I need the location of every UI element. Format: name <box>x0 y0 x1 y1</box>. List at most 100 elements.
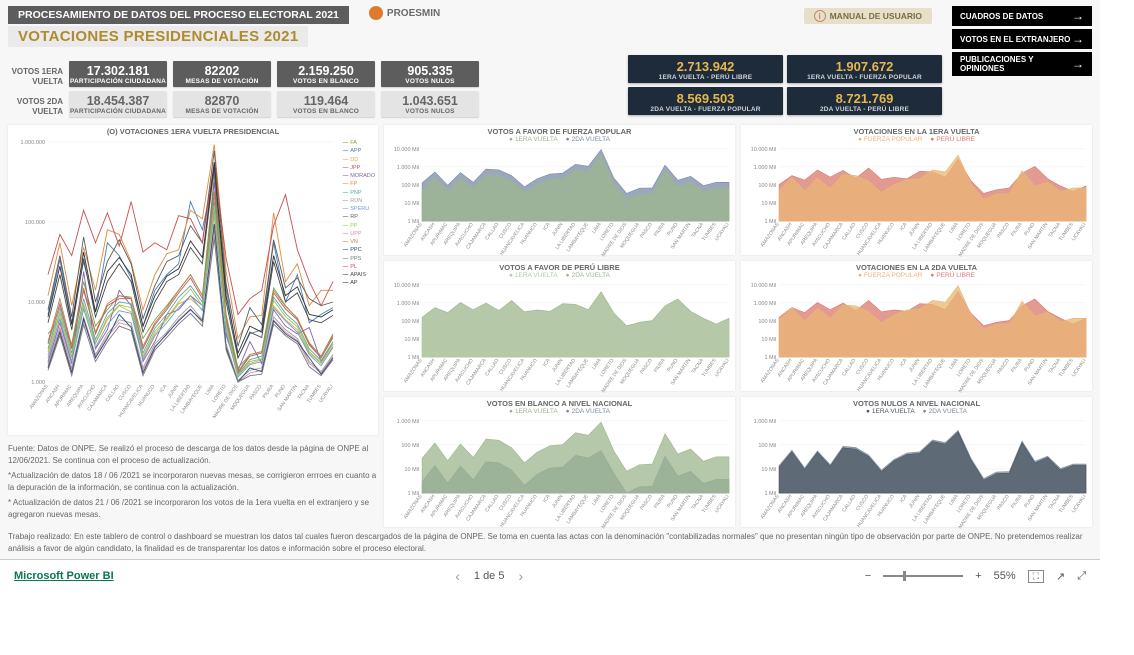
summary-card[interactable]: 8.569.5032DA VUELTA - FUERZA POPULAR <box>628 87 783 115</box>
svg-text:100 Mil: 100 Mil <box>758 443 776 449</box>
svg-text:10.000 Mil: 10.000 Mil <box>751 147 776 153</box>
stat-card[interactable]: 119.464VOTOS EN BLANCO <box>277 91 375 117</box>
svg-text:AMAZONAS: AMAZONAS <box>760 221 781 248</box>
zoom-slider[interactable] <box>883 575 963 577</box>
small-chart-panel[interactable]: VOTOS EN BLANCO A NIVEL NACIONAL1ERA VUE… <box>384 397 735 527</box>
main-chart-panel[interactable]: (O) VOTACIONES 1ERA VUELTA PRESIDENCIAL … <box>8 125 378 435</box>
stat-card[interactable]: 17.302.181PARTICIPACIÓN CIUDADANA <box>69 61 167 87</box>
stat-card[interactable]: 82202MESAS DE VOTACIÓN <box>173 61 271 87</box>
svg-text:LIMA: LIMA <box>948 357 960 371</box>
svg-text:ICA: ICA <box>542 357 552 368</box>
main-chart-legend: FAAPPDDJPPMORADOFPPNPRUNSPERURPPPUPPVNPP… <box>343 139 375 288</box>
report-title: VOTACIONES PRESIDENCIALES 2021 <box>8 26 308 47</box>
dashboard-page: CUADROS DE DATOS→ VOTOS EN EL EXTRANJERO→… <box>0 0 1100 559</box>
svg-text:PIURA: PIURA <box>262 383 276 400</box>
stat-card[interactable]: 2.159.250VOTOS EN BLANCO <box>277 61 375 87</box>
brand-logo: PROESMIN <box>369 6 440 20</box>
zoom-value: 55% <box>994 570 1016 582</box>
svg-text:10 Mil: 10 Mil <box>404 467 419 473</box>
svg-text:AMAZONAS: AMAZONAS <box>760 493 781 520</box>
stat-card[interactable]: 82870MESAS DE VOTACIÓN <box>173 91 271 117</box>
prev-page-button[interactable]: ‹ <box>455 568 460 584</box>
svg-text:100 Mil: 100 Mil <box>758 183 776 189</box>
svg-text:PIURA: PIURA <box>653 357 667 374</box>
nav-button[interactable]: CUADROS DE DATOS→ <box>952 6 1092 26</box>
share-button[interactable]: ↗ <box>1056 570 1065 583</box>
main-chart-title: (O) VOTACIONES 1ERA VUELTA PRESIDENCIAL <box>8 125 378 136</box>
svg-text:10 Mil: 10 Mil <box>404 337 419 343</box>
page-indicator: 1 de 5 <box>474 570 505 582</box>
stat-card[interactable]: 1.043.651VOTOS NULOS <box>381 91 479 117</box>
summary-card[interactable]: 1.907.6721ERA VUELTA - FUERZA POPULAR <box>787 55 942 83</box>
small-chart-panel[interactable]: VOTACIONES EN LA 1ERA VUELTAFUERZA POPUL… <box>741 125 1092 255</box>
svg-text:LIMA: LIMA <box>591 357 603 371</box>
small-chart-panel[interactable]: VOTOS A FAVOR DE PERÚ LIBRE1ERA VUELTA2D… <box>384 261 735 391</box>
fullscreen-button[interactable]: ⤢ <box>1077 570 1086 583</box>
svg-text:1.000.000: 1.000.000 <box>21 140 45 146</box>
footnote: Trabajo realizado: En este tablero de co… <box>8 531 1092 555</box>
svg-text:100 Mil: 100 Mil <box>401 443 419 449</box>
svg-text:AMAZONAS: AMAZONAS <box>760 357 781 384</box>
svg-text:PASCO: PASCO <box>996 222 1011 240</box>
svg-text:100 Mil: 100 Mil <box>758 319 776 325</box>
manual-button[interactable]: i MANUAL DE USUARIO <box>804 8 932 24</box>
next-page-button[interactable]: › <box>518 568 523 584</box>
svg-text:1.000 Mil: 1.000 Mil <box>397 301 419 307</box>
svg-text:10 Mil: 10 Mil <box>404 201 419 207</box>
small-chart-panel[interactable]: VOTOS NULOS A NIVEL NACIONAL1ERA VUELTA2… <box>741 397 1092 527</box>
svg-text:LIMA: LIMA <box>948 493 960 507</box>
row1-label: VOTOS 1ERA VUELTA <box>8 61 63 86</box>
powerbi-footer: Microsoft Power BI ‹ 1 de 5 › − + 55% ⛶ … <box>0 559 1100 592</box>
svg-text:ICA: ICA <box>542 493 552 504</box>
svg-text:1.000 Mil: 1.000 Mil <box>754 165 776 171</box>
svg-text:10 Mil: 10 Mil <box>761 201 776 207</box>
svg-text:10.000 Mil: 10.000 Mil <box>751 283 776 289</box>
stat-card[interactable]: 18.454.387PARTICIPACIÓN CIUDADANA <box>69 91 167 117</box>
fit-page-button[interactable]: ⛶ <box>1028 570 1044 583</box>
svg-text:PASCO: PASCO <box>639 358 654 376</box>
svg-text:1.000 Mil: 1.000 Mil <box>397 419 419 425</box>
svg-text:10.000 Mil: 10.000 Mil <box>394 283 419 289</box>
report-process: PROCESAMIENTO DE DATOS DEL PROCESO ELECT… <box>8 6 349 24</box>
nav-button-group: CUADROS DE DATOS→ VOTOS EN EL EXTRANJERO→… <box>952 6 1092 76</box>
brand-icon <box>369 6 383 20</box>
svg-text:PIURA: PIURA <box>1010 357 1024 374</box>
small-chart-panel[interactable]: VOTACIONES EN LA 2DA VUELTAFUERZA POPULA… <box>741 261 1092 391</box>
svg-text:PASCO: PASCO <box>639 222 654 240</box>
svg-text:PASCO: PASCO <box>996 358 1011 376</box>
svg-text:1.000 Mil: 1.000 Mil <box>397 165 419 171</box>
row2-label: VOTOS 2DA VUELTA <box>8 91 63 116</box>
zoom-out-button[interactable]: − <box>865 570 871 582</box>
svg-text:ICA: ICA <box>542 221 552 232</box>
svg-text:LIMA: LIMA <box>591 221 603 235</box>
stat-card[interactable]: 905.335VOTOS NULOS <box>381 61 479 87</box>
svg-text:1.000 Mil: 1.000 Mil <box>754 301 776 307</box>
svg-text:10 Mil: 10 Mil <box>761 337 776 343</box>
svg-text:AMAZONAS: AMAZONAS <box>403 221 424 248</box>
svg-text:100.000: 100.000 <box>25 220 45 226</box>
summary-card[interactable]: 8.721.7692DA VUELTA - PERÚ LIBRE <box>787 87 942 115</box>
info-icon: i <box>814 10 826 22</box>
svg-text:PASCO: PASCO <box>639 494 654 512</box>
powerbi-brand-link[interactable]: Microsoft Power BI <box>14 570 114 582</box>
svg-text:PIURA: PIURA <box>1010 221 1024 238</box>
notes-block: Fuente: Datos de ONPE. Se realizó el pro… <box>8 443 378 521</box>
svg-text:ICA: ICA <box>899 221 909 232</box>
svg-text:PIURA: PIURA <box>653 221 667 238</box>
svg-text:LIMA: LIMA <box>948 221 960 235</box>
svg-text:ICA: ICA <box>159 383 169 394</box>
manual-label: MANUAL DE USUARIO <box>830 11 922 21</box>
svg-text:PIURA: PIURA <box>653 493 667 510</box>
nav-button[interactable]: VOTOS EN EL EXTRANJERO→ <box>952 29 1092 49</box>
svg-text:100 Mil: 100 Mil <box>401 319 419 325</box>
svg-text:1.000 Mil: 1.000 Mil <box>754 419 776 425</box>
svg-text:LIMA: LIMA <box>591 493 603 507</box>
brand-text: PROESMIN <box>387 8 440 19</box>
zoom-in-button[interactable]: + <box>975 570 981 582</box>
small-chart-panel[interactable]: VOTOS A FAVOR DE FUERZA POPULAR1ERA VUEL… <box>384 125 735 255</box>
nav-button[interactable]: PUBLICACIONES Y OPINIONES→ <box>952 52 1092 76</box>
svg-text:AMAZONAS: AMAZONAS <box>403 357 424 384</box>
summary-card[interactable]: 2.713.9421ERA VUELTA - PERÚ LIBRE <box>628 55 783 83</box>
svg-text:PASCO: PASCO <box>249 384 264 402</box>
svg-text:ICA: ICA <box>899 357 909 368</box>
